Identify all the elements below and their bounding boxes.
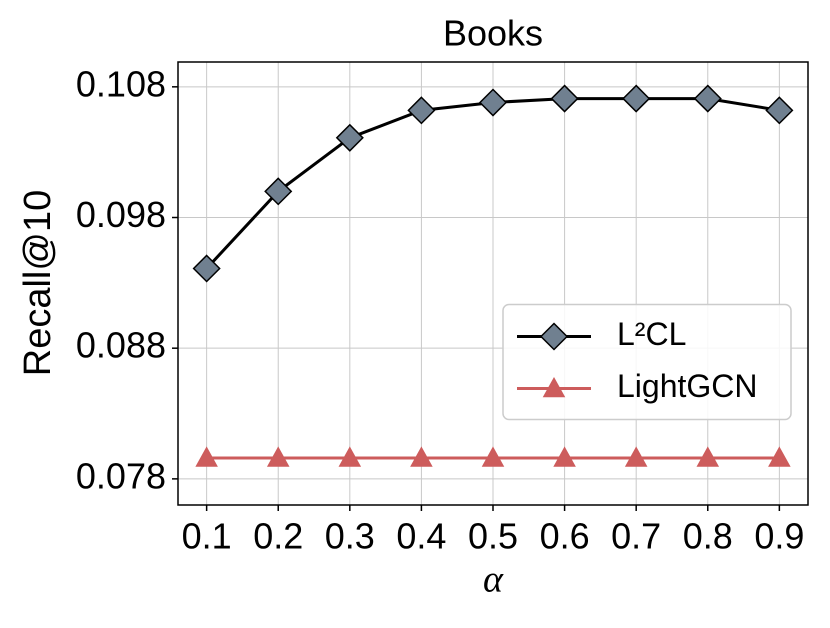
marker: [264, 177, 293, 206]
marker: [624, 446, 648, 467]
marker: [478, 88, 508, 117]
marker: [195, 446, 218, 467]
x-tick-label: 0.3: [325, 516, 375, 557]
marker: [266, 446, 290, 467]
marker: [192, 254, 221, 283]
marker: [696, 446, 720, 467]
marker: [768, 446, 791, 467]
legend: L²CL LightGCN: [502, 303, 792, 421]
y-tick-label: 0.078: [76, 455, 166, 496]
marker: [553, 446, 576, 467]
legend-label: L²CL: [617, 316, 686, 352]
marker: [622, 84, 651, 113]
x-tick-label: 0.2: [253, 516, 303, 557]
marker: [542, 376, 566, 398]
x-tick-label: 0.4: [396, 516, 446, 557]
x-tick-label: 0.6: [540, 516, 590, 557]
legend-label: LightGCN: [617, 368, 758, 404]
marker: [335, 123, 364, 152]
y-axis-label: Recall@10: [17, 190, 59, 376]
marker: [481, 446, 505, 467]
y-tick-label: 0.108: [76, 63, 166, 104]
marker: [550, 84, 579, 113]
y-tick-label: 0.088: [76, 325, 166, 366]
x-tick-label: 0.8: [683, 516, 733, 557]
x-tick-label: 0.9: [754, 516, 804, 557]
legend-box: [502, 303, 792, 421]
marker: [765, 96, 794, 125]
marker: [410, 446, 433, 467]
chart-title: Books: [443, 13, 543, 54]
marker: [539, 322, 569, 351]
plot-frame: [177, 61, 809, 506]
x-tick-label: 0.5: [468, 516, 518, 557]
marker: [693, 84, 722, 113]
marker: [407, 96, 436, 125]
marker: [338, 446, 362, 467]
y-tick-label: 0.098: [76, 194, 166, 235]
x-tick-label: 0.1: [182, 516, 232, 557]
x-tick-label: 0.7: [611, 516, 661, 557]
x-axis-label: α: [483, 559, 504, 601]
